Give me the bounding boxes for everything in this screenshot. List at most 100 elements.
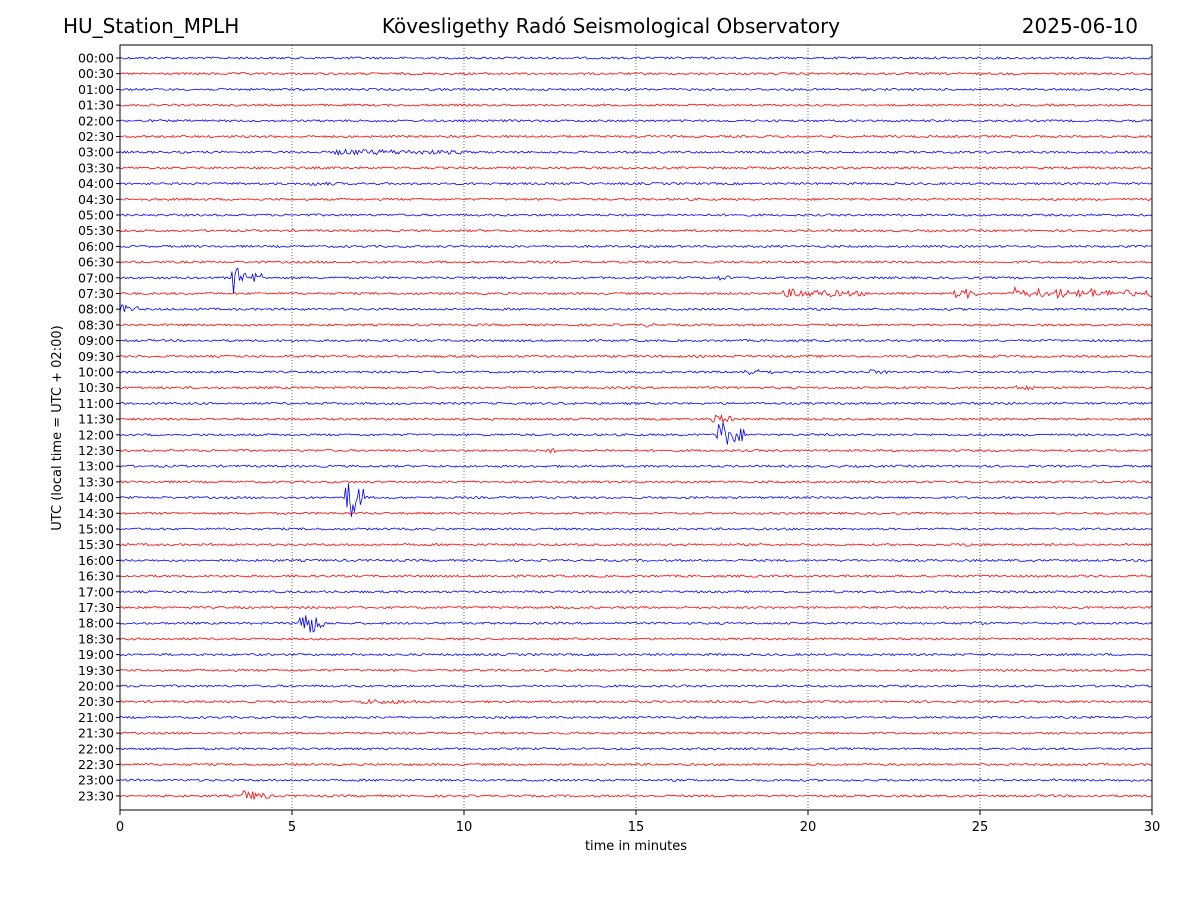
- trace-1200: [120, 422, 1152, 445]
- y-tick-label: 11:00: [78, 396, 114, 411]
- trace-2100: [120, 715, 1152, 720]
- trace-1730: [120, 605, 1152, 610]
- trace-lines: [120, 56, 1152, 800]
- trace-1100: [120, 401, 1152, 406]
- y-tick-label: 20:00: [78, 679, 114, 694]
- y-tick-label: 06:30: [78, 255, 114, 270]
- trace-0400: [120, 181, 1152, 186]
- trace-2000: [120, 684, 1152, 688]
- y-tick-label: 03:00: [78, 145, 114, 160]
- y-tick-label: 19:00: [78, 647, 114, 662]
- trace-1400: [120, 483, 1152, 517]
- trace-0200: [120, 119, 1152, 123]
- station-title: HU_Station_MPLH: [63, 14, 240, 38]
- x-axis: 0 5 10 15 20 25 30: [116, 810, 1160, 835]
- trace-1000: [120, 368, 1152, 376]
- observatory-title: Kövesligethy Radó Seismological Observat…: [381, 14, 841, 38]
- y-tick-label: 08:00: [78, 302, 114, 317]
- y-tick-label: 22:30: [78, 757, 114, 772]
- x-tick-label: 15: [628, 820, 645, 835]
- trace-2200: [120, 747, 1152, 751]
- trace-1030: [120, 384, 1152, 391]
- y-tick-label: 07:30: [78, 286, 114, 301]
- y-tick-label: 01:00: [78, 82, 114, 97]
- trace-1500: [120, 527, 1152, 531]
- y-tick-label: 17:00: [78, 584, 114, 599]
- trace-0230: [120, 134, 1152, 139]
- trace-1130: [120, 413, 1152, 424]
- y-tick-label: 00:00: [78, 51, 114, 66]
- trace-0700: [120, 267, 1152, 294]
- y-tick-label: 23:30: [78, 788, 114, 803]
- y-tick-label: 13:30: [78, 474, 114, 489]
- y-tick-label: 15:00: [78, 522, 114, 537]
- trace-0500: [120, 213, 1152, 217]
- trace-2330: [120, 790, 1152, 800]
- trace-1600: [120, 558, 1152, 563]
- y-tick-label: 12:00: [78, 427, 114, 442]
- y-tick-label: 14:30: [78, 506, 114, 521]
- trace-0430: [120, 197, 1152, 202]
- trace-0330: [120, 166, 1152, 170]
- y-tick-label: 10:30: [78, 380, 114, 395]
- y-tick-label: 12:30: [78, 443, 114, 458]
- y-axis-label: UTC (local time = UTC + 02:00): [50, 325, 65, 530]
- x-tick-label: 5: [288, 820, 296, 835]
- trace-0530: [120, 228, 1152, 233]
- x-tick-label: 20: [800, 820, 817, 835]
- trace-0300: [120, 148, 1152, 157]
- trace-2130: [120, 731, 1152, 735]
- trace-1330: [120, 480, 1152, 484]
- y-tick-label: 08:30: [78, 317, 114, 332]
- y-tick-label: 09:30: [78, 349, 114, 364]
- y-tick-label: 10:00: [78, 365, 114, 380]
- trace-2300: [120, 778, 1152, 782]
- x-tick-label: 25: [972, 820, 989, 835]
- trace-0630: [120, 260, 1152, 264]
- trace-1700: [120, 590, 1152, 594]
- trace-1230: [120, 448, 1152, 454]
- y-tick-label: 05:00: [78, 208, 114, 223]
- y-tick-label: 02:30: [78, 129, 114, 144]
- y-tick-label: 17:30: [78, 600, 114, 615]
- trace-0600: [120, 244, 1152, 249]
- trace-0000: [120, 56, 1152, 60]
- date-title: 2025-06-10: [1021, 14, 1138, 38]
- trace-1800: [120, 615, 1152, 633]
- y-tick-label: 16:30: [78, 569, 114, 584]
- trace-1430: [120, 511, 1152, 516]
- trace-2230: [120, 762, 1152, 767]
- trace-0130: [120, 103, 1152, 107]
- trace-0100: [120, 87, 1152, 92]
- x-axis-label: time in minutes: [585, 839, 687, 854]
- trace-2030: [120, 698, 1152, 705]
- y-tick-label: 16:00: [78, 553, 114, 568]
- trace-0730: [120, 285, 1152, 300]
- y-tick-label: 04:30: [78, 192, 114, 207]
- y-tick-label: 07:00: [78, 270, 114, 285]
- trace-1830: [120, 637, 1152, 641]
- y-tick-label: 11:30: [78, 412, 114, 427]
- y-tick-label: 02:00: [78, 113, 114, 128]
- y-tick-label: 15:30: [78, 537, 114, 552]
- y-tick-label: 09:00: [78, 333, 114, 348]
- trace-1900: [120, 652, 1152, 657]
- x-tick-label: 10: [456, 820, 473, 835]
- trace-1530: [120, 543, 1152, 547]
- trace-0800: [120, 304, 1152, 312]
- y-tick-label: 18:30: [78, 631, 114, 646]
- y-tick-label: 14:00: [78, 490, 114, 505]
- y-tick-label: 06:00: [78, 239, 114, 254]
- y-tick-label: 13:00: [78, 459, 114, 474]
- y-tick-label: 04:00: [78, 176, 114, 191]
- y-tick-label: 21:00: [78, 710, 114, 725]
- grid-lines: [291, 45, 981, 810]
- y-tick-label: 21:30: [78, 726, 114, 741]
- y-tick-label: 23:00: [78, 773, 114, 788]
- trace-0930: [120, 354, 1152, 359]
- y-tick-label: 00:30: [78, 66, 114, 81]
- x-tick-label: 0: [116, 820, 124, 835]
- y-tick-label: 05:30: [78, 223, 114, 238]
- trace-0900: [120, 338, 1152, 343]
